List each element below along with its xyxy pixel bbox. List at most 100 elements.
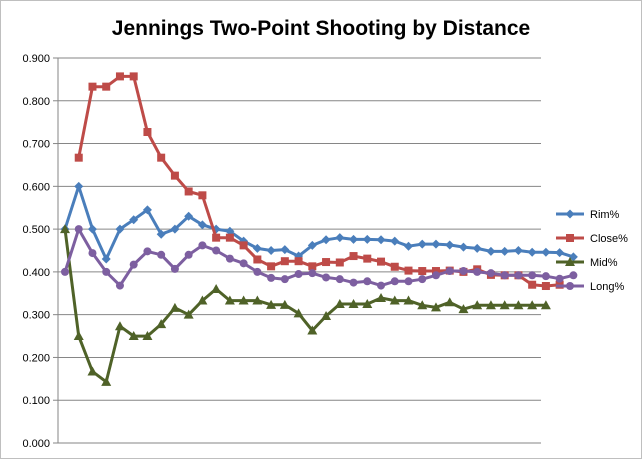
- data-point: [266, 299, 277, 309]
- data-point: [335, 258, 344, 267]
- data-point: [157, 153, 166, 162]
- data-point: [224, 295, 235, 305]
- data-point: [390, 262, 399, 271]
- y-tick-label: 0.000: [22, 438, 50, 450]
- data-point: [390, 277, 399, 286]
- series-rim: [60, 181, 578, 264]
- data-point: [541, 247, 551, 257]
- data-point: [74, 153, 83, 162]
- data-point: [101, 376, 112, 386]
- data-point: [60, 224, 70, 234]
- data-point: [156, 229, 166, 239]
- legend-label: Rim%: [590, 209, 620, 221]
- data-point: [321, 235, 331, 245]
- data-point: [212, 233, 221, 242]
- data-point: [458, 242, 468, 252]
- data-point: [404, 277, 413, 286]
- data-point: [363, 254, 372, 263]
- data-point: [390, 236, 400, 246]
- data-point: [431, 267, 440, 276]
- y-tick-label: 0.100: [22, 395, 50, 407]
- data-point: [197, 220, 207, 230]
- legend-item: Rim%: [556, 209, 620, 221]
- data-point: [431, 271, 440, 280]
- data-point: [88, 249, 97, 258]
- data-point: [212, 246, 221, 255]
- series-long: [61, 225, 578, 290]
- data-point: [335, 275, 344, 284]
- series-group: [60, 72, 578, 386]
- data-point: [513, 246, 523, 255]
- data-point: [267, 273, 276, 282]
- gridlines: [58, 57, 541, 401]
- data-point: [143, 247, 152, 256]
- data-point: [363, 277, 372, 286]
- series-line: [63, 184, 574, 261]
- data-point: [114, 321, 125, 331]
- data-point: [566, 282, 574, 290]
- data-point: [239, 259, 248, 268]
- data-point: [349, 234, 359, 244]
- data-point: [565, 209, 575, 219]
- data-point: [389, 295, 400, 305]
- data-point: [555, 274, 564, 283]
- data-point: [541, 272, 550, 281]
- data-point: [294, 257, 303, 266]
- data-point: [362, 234, 372, 244]
- data-point: [115, 224, 125, 234]
- data-point: [88, 82, 97, 91]
- data-point: [404, 266, 413, 275]
- data-point: [485, 300, 496, 310]
- data-point: [115, 72, 124, 81]
- data-point: [307, 325, 318, 335]
- data-point: [184, 250, 193, 259]
- data-point: [335, 233, 345, 243]
- data-point: [565, 257, 575, 266]
- data-point: [198, 191, 207, 200]
- data-point: [377, 281, 386, 290]
- data-point: [500, 271, 509, 280]
- data-point: [418, 275, 427, 284]
- data-point: [417, 300, 428, 310]
- data-point: [197, 295, 208, 305]
- series-mid: [60, 224, 551, 386]
- data-point: [528, 280, 537, 289]
- data-point: [569, 271, 578, 280]
- data-point: [459, 267, 468, 276]
- data-point: [308, 269, 317, 278]
- data-point: [87, 224, 97, 234]
- data-point: [362, 298, 373, 308]
- data-point: [514, 271, 523, 280]
- data-point: [156, 319, 167, 329]
- data-point: [143, 128, 152, 137]
- data-point: [225, 233, 234, 242]
- data-point: [129, 72, 138, 81]
- y-tick-label: 0.600: [22, 181, 50, 193]
- data-point: [128, 331, 139, 341]
- data-point: [102, 267, 111, 276]
- data-point: [555, 248, 565, 258]
- data-point: [377, 257, 386, 266]
- data-point: [102, 82, 111, 91]
- data-point: [430, 302, 441, 312]
- data-point: [183, 309, 194, 319]
- data-point: [307, 240, 317, 250]
- y-tick-label: 0.700: [22, 139, 50, 151]
- data-point: [349, 252, 358, 261]
- data-point: [279, 299, 290, 309]
- data-point: [417, 239, 427, 249]
- data-point: [280, 245, 290, 255]
- data-point: [294, 270, 303, 279]
- data-point: [74, 181, 84, 191]
- y-tick-label: 0.300: [22, 310, 50, 322]
- legend-item: Mid%: [556, 257, 618, 269]
- data-point: [101, 254, 111, 264]
- data-point: [129, 260, 138, 269]
- data-point: [403, 295, 414, 305]
- data-point: [349, 278, 358, 287]
- data-point: [308, 262, 317, 271]
- data-point: [445, 267, 454, 276]
- y-tick-label: 0.400: [22, 267, 50, 279]
